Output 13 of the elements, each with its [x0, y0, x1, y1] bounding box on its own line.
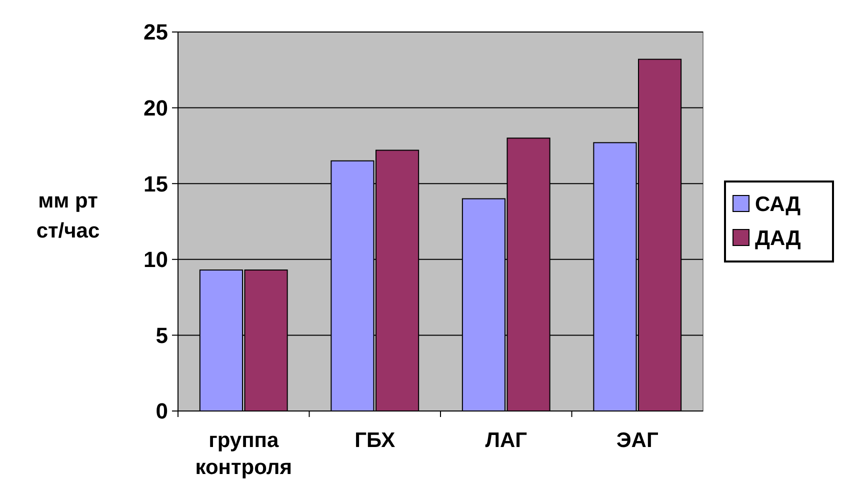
- y-tick-label: 5: [156, 322, 168, 348]
- y-tick-label: 10: [144, 247, 168, 272]
- x-tick-label: ГБХ: [354, 429, 396, 452]
- y-axis-title: мм рт ст/час: [36, 190, 100, 242]
- y-tick-label: 25: [144, 20, 168, 45]
- x-tick-label: ЛАГ: [485, 429, 528, 452]
- legend-label: ДАД: [755, 226, 801, 250]
- legend-label: САД: [755, 192, 801, 216]
- y-tick-label: 20: [144, 96, 168, 120]
- y-tick-label: 15: [144, 171, 168, 196]
- y-tick-label: 0: [156, 398, 168, 424]
- x-tick-label: группа контроля: [195, 429, 292, 479]
- x-tick-label: ЭАГ: [616, 429, 658, 452]
